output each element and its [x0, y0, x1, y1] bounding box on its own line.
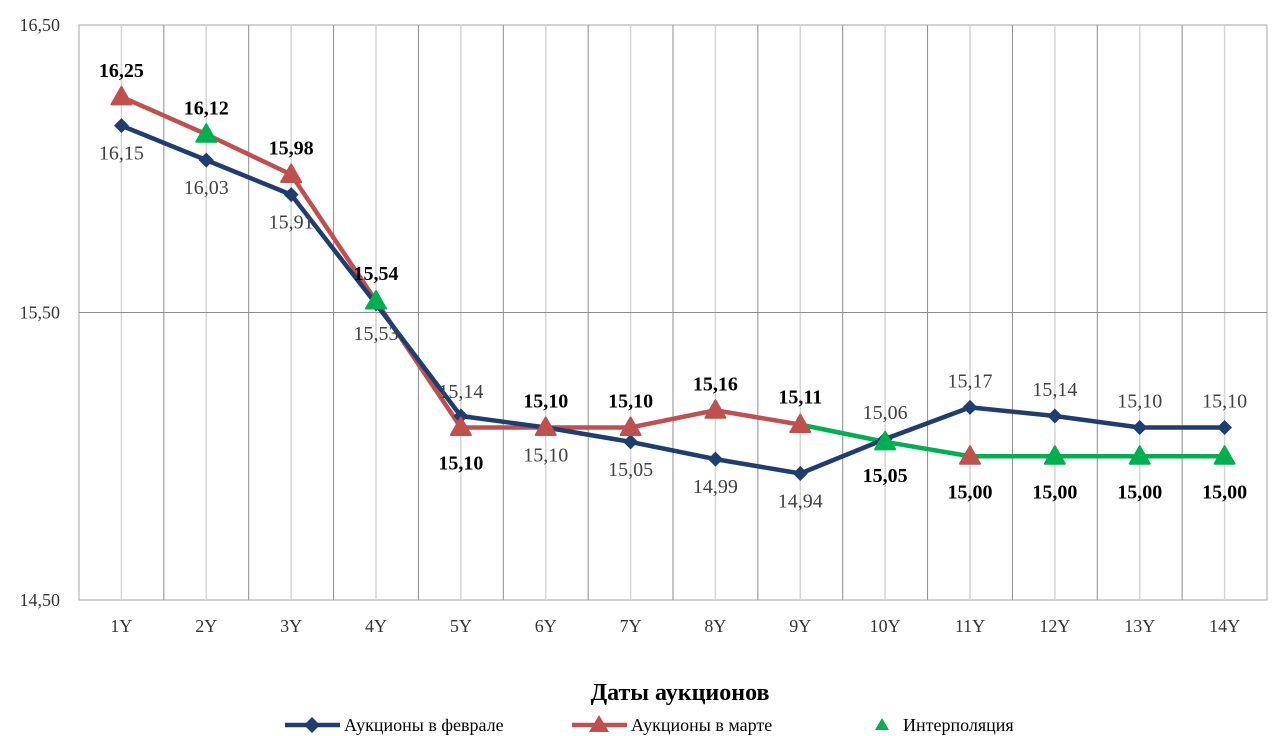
x-tick-label: 11Y	[955, 616, 985, 636]
march-data-label: 15,00	[1202, 481, 1247, 503]
x-axis-title: Даты аукционов	[591, 680, 770, 706]
interpolation-marker-triangle	[1043, 445, 1066, 465]
interpolation-marker-triangle	[365, 290, 387, 310]
grid-lines	[78, 24, 1268, 601]
legend-interpolation-label: Интерполяция	[903, 715, 1014, 735]
x-tick-label: 13Y	[1124, 616, 1155, 636]
data-labels: 16,15 16,03 15,91 15,53 15,14 15,10 15,05 14,99…	[99, 60, 1247, 513]
february-data-label: 15,91	[269, 212, 314, 234]
february-data-label: 15,10	[1117, 391, 1162, 413]
x-axis-ticks: 1Y 2Y 3Y 4Y 5Y 6Y 7Y 8Y 9Y 10Y 11Y 12Y 13Y 14Y	[110, 616, 1240, 636]
march-data-label: 15,54	[354, 263, 399, 285]
february-marker-diamond	[1047, 408, 1063, 424]
march-data-label: 15,98	[269, 138, 314, 160]
march-data-label: 15,11	[778, 387, 822, 409]
february-data-label: 15,53	[354, 323, 399, 345]
february-data-label: 15,10	[1202, 391, 1247, 413]
february-marker-diamond	[283, 187, 299, 203]
x-tick-label: 10Y	[870, 616, 901, 636]
interpolation-marker-triangle	[1128, 445, 1151, 465]
february-marker-diamond	[623, 434, 639, 450]
y-tick-label: 16,50	[20, 15, 61, 35]
march-marker-triangle	[280, 163, 303, 183]
march-marker-triangle	[110, 85, 133, 106]
february-data-label: 16,03	[184, 177, 229, 199]
march-marker-triangle	[789, 413, 812, 434]
legend-interpolation-marker	[875, 718, 889, 730]
march-data-label: 15,10	[438, 453, 483, 475]
x-tick-label: 14Y	[1209, 616, 1240, 636]
x-tick-label: 4Y	[365, 616, 387, 636]
march-data-label: 15,10	[608, 391, 653, 413]
legend-february-label: Аукционы в феврале	[344, 715, 504, 735]
february-marker-diamond	[1132, 420, 1148, 435]
x-tick-label: 8Y	[704, 616, 726, 636]
x-tick-label: 3Y	[280, 616, 302, 636]
x-tick-label: 6Y	[535, 616, 557, 636]
legend-february-marker	[304, 717, 320, 733]
x-tick-label: 7Y	[620, 616, 642, 636]
legend-march-label: Аукционы в марте	[631, 715, 772, 735]
march-data-label: 15,10	[523, 391, 568, 413]
y-tick-label: 15,50	[20, 303, 61, 323]
interpolation-marker-triangle	[1213, 445, 1236, 465]
march-marker-triangle	[619, 416, 642, 436]
february-marker-diamond	[113, 118, 129, 134]
march-data-label: 16,12	[184, 97, 229, 119]
march-data-label: 15,00	[948, 481, 993, 503]
february-marker-diamond	[1217, 420, 1233, 435]
february-marker-diamond	[707, 451, 723, 467]
x-tick-label: 1Y	[110, 616, 132, 636]
legend-march-marker	[589, 715, 609, 732]
february-data-label: 16,15	[99, 143, 144, 165]
march-data-label: 15,16	[693, 373, 738, 395]
february-data-label: 15,17	[948, 370, 993, 392]
february-marker-diamond	[962, 399, 978, 415]
y-axis-ticks: 14,50 15,50 16,50	[20, 15, 61, 610]
february-marker-diamond	[792, 466, 808, 481]
march-data-label: 15,05	[863, 465, 908, 487]
february-line	[120, 123, 1225, 476]
x-tick-label: 9Y	[789, 616, 811, 636]
x-tick-label: 5Y	[450, 616, 472, 636]
february-data-label: 14,94	[778, 491, 823, 513]
march-marker-triangle	[959, 445, 981, 465]
legend: Аукционы в феврале Аукционы в марте Интерп…	[285, 715, 1014, 735]
february-data-label: 15,06	[863, 402, 908, 424]
x-tick-label: 2Y	[195, 616, 217, 636]
march-marker-triangle	[704, 399, 727, 419]
february-data-label: 15,14	[438, 381, 483, 403]
march-data-label: 15,00	[1117, 481, 1162, 503]
february-marker-diamond	[453, 408, 469, 424]
interpolation-marker-triangle	[195, 123, 218, 143]
series-markers	[110, 85, 1236, 481]
march-data-label: 16,25	[99, 60, 144, 82]
february-data-label: 14,99	[693, 476, 738, 498]
interpolation-marker-triangle	[874, 430, 897, 451]
february-marker-diamond	[198, 152, 214, 168]
february-data-label: 15,05	[608, 459, 653, 481]
february-data-label: 15,10	[523, 445, 568, 467]
y-tick-label: 14,50	[20, 590, 61, 610]
interpolation-line	[799, 422, 1225, 459]
x-tick-label: 12Y	[1039, 616, 1070, 636]
march-marker-triangle	[534, 416, 557, 436]
march-marker-triangle	[449, 416, 472, 436]
february-data-label: 15,14	[1032, 379, 1077, 401]
march-data-label: 15,00	[1032, 481, 1077, 503]
